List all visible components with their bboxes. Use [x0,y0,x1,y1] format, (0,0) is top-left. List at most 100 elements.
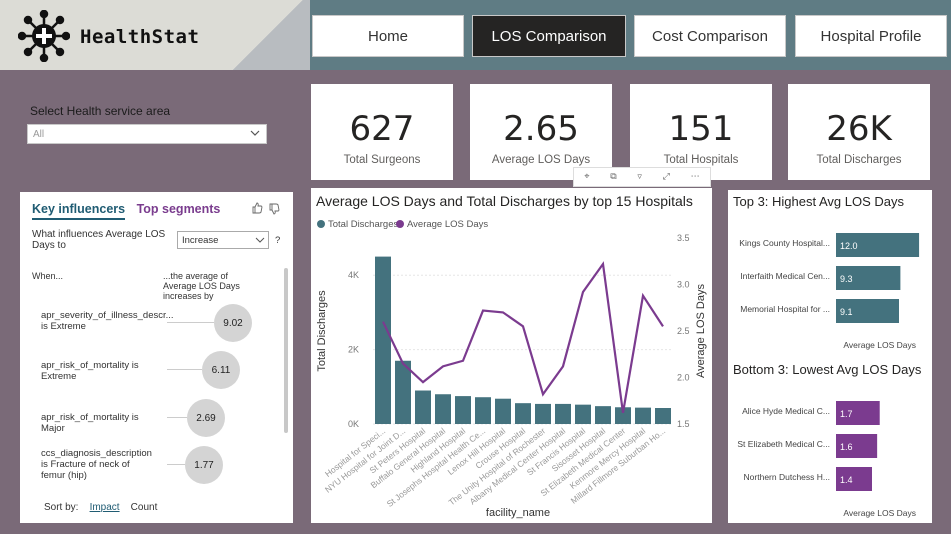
filter-icon[interactable]: ▿ [637,172,642,182]
y-tick-label: 2K [348,345,359,355]
y2-tick-label: 3.5 [677,233,690,243]
discharge-bar [515,403,531,424]
ki-factor[interactable]: ccs_diagnosis_description is Fracture of… [41,448,152,481]
discharge-bar [535,403,551,424]
top3-title: Top 3: Highest Avg LOS Days [733,194,905,209]
ki-connector [167,417,187,418]
focus-mode-icon[interactable]: ⤢ [662,172,670,182]
legend-marker [396,220,404,228]
healthstat-logo-icon [18,10,70,62]
data-label: 1.7 [840,409,853,419]
ki-bubble[interactable]: 6.11 [202,351,240,389]
ki-bubble[interactable]: 9.02 [214,304,252,342]
ki-col-when: When... [32,271,64,281]
data-label: 9.3 [840,274,853,284]
category-label: Memorial Hospital for ... [740,304,830,314]
discharge-bar [435,394,451,424]
chevron-down-icon [255,237,265,243]
sort-by-label: Sort by: [44,502,79,513]
y2-tick-label: 1.5 [677,419,690,429]
nav-los-comparison-button[interactable]: LOS Comparison [472,15,626,57]
kpi-value: 151 [668,109,734,149]
y2-tick-label: 2.0 [677,373,690,383]
los-line [382,261,664,414]
kpi-value: 2.65 [503,109,579,149]
more-options-icon[interactable]: ⋯ [690,172,700,182]
y-tick-label: 4K [348,270,359,280]
tab-key-influencers[interactable]: Key influencers [32,202,126,220]
hbar [836,233,920,257]
visual-header-toolbar: ⌖ ⧉ ▿ ⤢ ⋯ [573,167,711,187]
kpi-card-surgeons: 627 Total Surgeons [311,84,453,180]
data-label: 1.4 [840,475,853,485]
thumbs-down-icon[interactable] [268,203,280,215]
kpi-label: Average LOS Days [491,154,591,166]
category-label: Kings County Hospital... [739,238,830,248]
nav-hospital-profile-button[interactable]: Hospital Profile [795,15,947,57]
top3-chart: Kings County Hospital... 12.0 Interfaith M… [739,233,920,350]
combo-chart-title: Average LOS Days and Total Discharges by… [316,193,693,209]
sort-count-link[interactable]: Count [130,502,158,513]
kpi-label: Total Surgeons [343,154,421,166]
category-label: Northern Dutchess H... [744,472,830,482]
hbar [836,467,872,491]
ki-col-effect: ...the average of Average LOS Days incre… [163,271,240,301]
copy-icon[interactable]: ⧉ [610,172,617,182]
ki-question: What influences Average LOS Days to [32,229,166,251]
data-label: 9.1 [840,307,853,317]
bottom3-title: Bottom 3: Lowest Avg LOS Days [733,362,922,377]
ki-direction-value: Increase [182,235,219,246]
help-icon[interactable]: ? [275,235,281,246]
hbar [836,266,901,290]
y2-axis-title: Average LOS Days [695,284,707,378]
discharge-bar [395,360,411,424]
thumbs-up-icon[interactable] [251,202,263,214]
y2-tick-label: 3.0 [677,280,690,290]
legend-marker [317,220,325,228]
ki-factor[interactable]: apr_risk_of_mortality is Major [41,412,139,434]
ki-factor[interactable]: apr_risk_of_mortality is Extreme [41,360,139,382]
data-label: 1.6 [840,442,853,452]
data-label: 12.0 [840,241,858,251]
kpi-card-hospitals: 151 Total Hospitals [630,84,772,180]
health-service-area-dropdown[interactable]: All [27,124,267,144]
sort-impact-link[interactable]: Impact [89,502,120,513]
logo-area: HealthStat [0,0,310,70]
discharge-bar [595,406,611,424]
discharge-bar [375,256,391,424]
combo-chart-panel: Average LOS Days and Total Discharges by… [311,188,712,523]
bottom3-chart: Alice Hyde Medical C... 1.7 St Elizabeth M… [737,401,916,518]
legend-label: Average LOS Days [407,219,488,230]
discharge-bar [575,404,591,424]
y-tick-label: 0K [348,419,359,429]
kpi-value: 627 [349,109,415,149]
discharge-bar [415,390,431,424]
key-influencers-panel: Key influencers Top segments What influe… [20,192,293,523]
x-axis-title: facility_name [486,507,550,519]
nav-home-button[interactable]: Home [312,15,464,57]
tab-top-segments[interactable]: Top segments [136,202,221,216]
x-axis-title: Average LOS Days [843,340,916,350]
category-label: St Elizabeth Medical C... [737,439,830,449]
ki-scrollbar[interactable] [284,268,288,433]
slicer-value: All [33,129,45,140]
ki-factor[interactable]: apr_severity_of_illness_descr... is Extr… [41,310,174,332]
ki-bubble[interactable]: 1.77 [185,446,223,484]
hbar [836,401,880,425]
logo-decoration [225,0,310,70]
ki-tabs: Key influencers Top segments [32,202,221,220]
kpi-card-avg-los: 2.65 Average LOS Days [470,84,612,180]
ki-direction-dropdown[interactable]: Increase [177,231,269,249]
y2-tick-label: 2.5 [677,326,690,336]
ki-bubble[interactable]: 2.69 [187,399,225,437]
discharge-bar [555,403,571,424]
nav-cost-comparison-button[interactable]: Cost Comparison [634,15,786,57]
category-label: Interfaith Medical Cen... [740,271,830,281]
discharge-bar [475,397,491,424]
combo-chart: Total Discharges Average LOS Days 0K 2K 4K 1.… [316,219,707,519]
ki-connector [167,322,214,323]
app-name: HealthStat [80,26,200,48]
hbar [836,434,878,458]
chevron-down-icon [250,130,260,136]
pin-icon[interactable]: ⌖ [584,172,590,182]
